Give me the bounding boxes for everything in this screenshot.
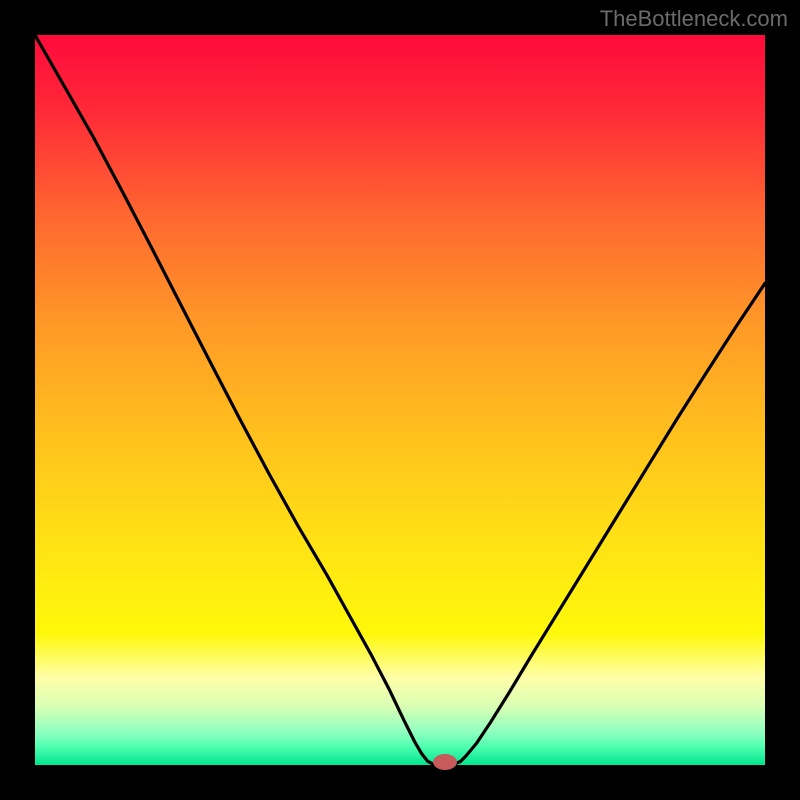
bottleneck-curve	[35, 35, 765, 765]
chart-container: TheBottleneck.com	[0, 0, 800, 800]
plot-area	[35, 35, 765, 765]
valley-marker	[433, 754, 457, 770]
source-watermark: TheBottleneck.com	[600, 6, 788, 32]
